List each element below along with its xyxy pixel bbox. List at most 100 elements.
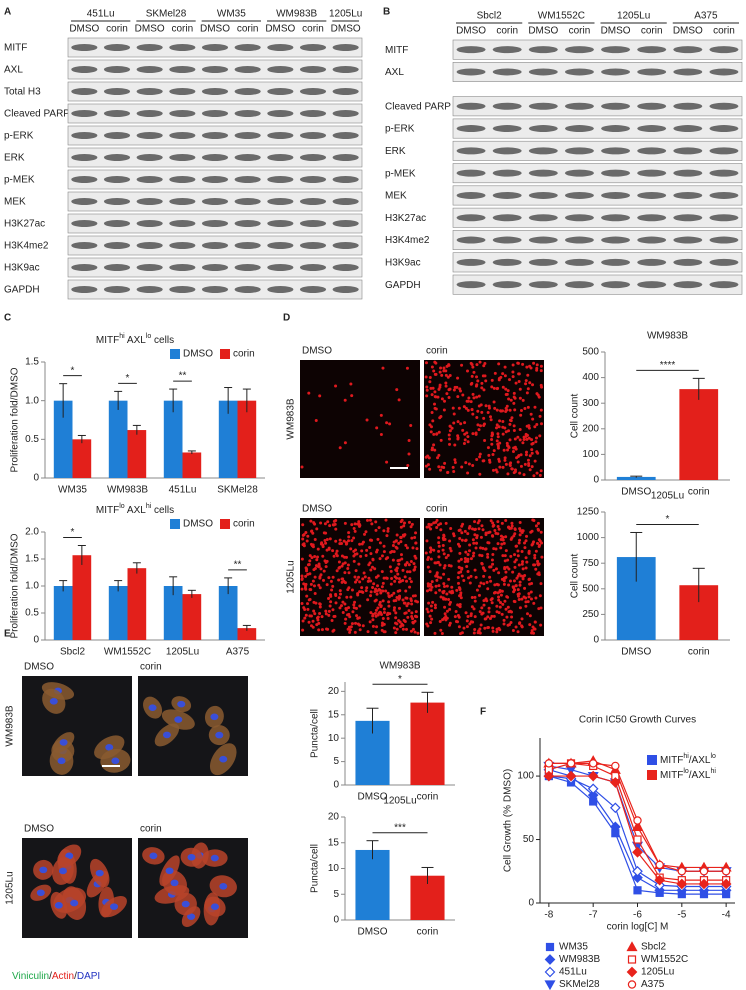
- blot-row-label: p-ERK: [4, 131, 34, 142]
- cell-dot: [373, 611, 377, 615]
- blot-band: [564, 169, 594, 177]
- cell-dot: [528, 614, 532, 618]
- y-tick-label: 400: [582, 372, 599, 383]
- cell-dot: [513, 553, 517, 557]
- blot-band: [492, 147, 522, 155]
- cell-dot: [458, 551, 462, 555]
- cell-dot: [358, 542, 362, 546]
- cell-dot: [432, 548, 436, 552]
- blot-band: [528, 125, 558, 133]
- y-tick-label: 1.5: [25, 554, 39, 565]
- cell-dot: [474, 384, 478, 388]
- cell-dot: [353, 600, 357, 604]
- blot-row-label: MEK: [385, 191, 407, 202]
- cell-dot: [338, 538, 342, 542]
- cell-dot: [510, 521, 514, 525]
- cell-dot: [405, 366, 409, 370]
- cell-dot: [498, 419, 502, 423]
- cell-dot: [340, 604, 344, 608]
- cell-dot: [404, 589, 408, 593]
- panel-label: D: [283, 313, 290, 324]
- cell-dot: [347, 571, 351, 575]
- chart-title-part: AXL: [125, 335, 147, 346]
- cell-dot: [304, 531, 308, 535]
- cell-dot: [460, 538, 464, 542]
- cell-dot: [400, 518, 404, 522]
- blot-band: [673, 191, 703, 199]
- cell-dot: [315, 527, 319, 531]
- cell-dot: [415, 600, 419, 604]
- blot-band: [136, 264, 163, 271]
- blot-band: [528, 147, 558, 155]
- cell-dot: [358, 580, 362, 584]
- blot-band: [299, 220, 327, 227]
- cell-dot: [382, 607, 386, 611]
- cell-dot: [519, 574, 523, 578]
- cell-dot: [477, 527, 481, 531]
- cell-dot: [306, 534, 310, 538]
- cell-dot: [518, 438, 522, 442]
- cell-dot: [388, 612, 392, 616]
- blot-band: [456, 102, 486, 110]
- cell-dot: [432, 369, 436, 373]
- cell-dot: [407, 563, 411, 567]
- cell-dot: [374, 608, 378, 612]
- cell-dot: [455, 588, 459, 592]
- cell-dot: [350, 394, 354, 398]
- cell-dot: [390, 550, 394, 554]
- cell-dot: [365, 418, 369, 422]
- cell-dot: [424, 464, 428, 468]
- blot-band: [637, 68, 667, 76]
- legend-swatch: [170, 349, 180, 359]
- cell-dot: [482, 582, 486, 586]
- cell-dot: [347, 531, 351, 535]
- blot-band: [169, 44, 196, 51]
- cell-dot: [331, 629, 335, 633]
- legend-swatch: [170, 519, 180, 529]
- cell-dot: [404, 543, 408, 547]
- cell-dot: [524, 379, 528, 383]
- blot-band: [136, 88, 163, 95]
- cell-dot: [327, 597, 331, 601]
- cell-dot: [491, 562, 495, 566]
- cell-dot: [470, 605, 474, 609]
- cell-dot: [311, 531, 315, 535]
- cell-dot: [439, 366, 443, 370]
- blot-strip: [452, 274, 743, 295]
- cell-dot: [376, 584, 380, 588]
- nucleus: [149, 852, 158, 860]
- cell-dot: [318, 605, 322, 609]
- blot-band: [709, 125, 739, 133]
- cell-dot: [530, 448, 534, 452]
- legend-marker: [544, 954, 556, 965]
- blot-band: [332, 286, 359, 293]
- blot-band: [201, 132, 229, 139]
- cell-dot: [434, 361, 438, 365]
- blot-band: [528, 236, 558, 244]
- cell-dot: [490, 437, 494, 441]
- blot-band: [709, 214, 739, 222]
- cell-dot: [458, 528, 462, 532]
- cell-dot: [523, 546, 527, 550]
- blot-band: [299, 264, 327, 271]
- cell-dot: [490, 558, 494, 562]
- cell-dot: [486, 615, 490, 619]
- cell-dot: [502, 618, 506, 622]
- blot-band: [267, 264, 294, 271]
- cell-dot: [540, 555, 544, 559]
- cell-dot: [324, 565, 328, 569]
- cell-dot: [373, 590, 377, 594]
- treatment-label: corin: [569, 26, 591, 37]
- cell-dot: [441, 590, 445, 594]
- cell-dot: [504, 549, 508, 553]
- cell-dot: [450, 591, 454, 595]
- marker: [587, 770, 599, 782]
- cell-dot: [414, 541, 418, 545]
- cell-dot: [444, 381, 448, 385]
- cell-dot: [426, 555, 430, 559]
- cell-dot: [429, 550, 433, 554]
- blot-band: [601, 169, 631, 177]
- cell-dot: [536, 541, 540, 545]
- cell-dot: [432, 402, 436, 406]
- cell-dot: [356, 522, 360, 526]
